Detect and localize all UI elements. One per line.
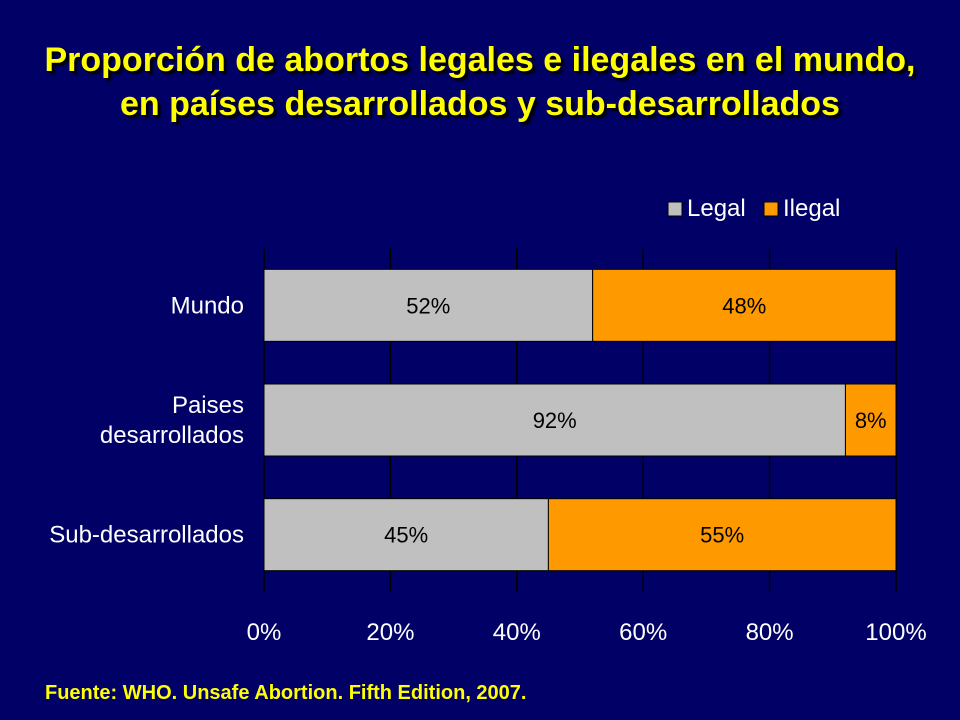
x-tick-label: 100% xyxy=(865,619,926,646)
x-tick-labels: 0% 20% 40% 60% 80% 100% xyxy=(247,619,927,646)
legend-swatch-legal xyxy=(667,201,683,217)
data-label: 55% xyxy=(700,523,744,548)
legend: Legal Ilegal xyxy=(667,195,840,222)
data-label: 45% xyxy=(384,523,428,548)
bar-ilegal xyxy=(592,268,897,342)
source-note: Fuente: WHO. Unsafe Abortion. Fifth Edit… xyxy=(45,682,527,704)
bar-legal xyxy=(263,498,549,572)
legend-label-ilegal: Ilegal xyxy=(783,195,840,222)
x-tick-label: 80% xyxy=(746,619,794,646)
x-tick-label: 0% xyxy=(247,619,282,646)
bar-legal xyxy=(263,268,594,342)
data-label: 8% xyxy=(855,408,887,433)
data-label: 52% xyxy=(406,293,450,318)
data-label: 92% xyxy=(533,408,577,433)
stacked-bar-chart: 52% 48% 92% 8% 45% 55% Mundo Paises desarrollad… xyxy=(49,195,927,646)
bar-ilegal xyxy=(547,498,897,572)
category-label: Paises desarrollados xyxy=(100,392,244,449)
legend-swatch-ilegal xyxy=(763,201,779,217)
legend-label-legal: Legal xyxy=(687,195,746,222)
category-labels: Mundo Paises desarrollados Sub-desarrollado… xyxy=(49,292,244,548)
x-tick-label: 40% xyxy=(493,619,541,646)
bar-legal xyxy=(263,383,846,457)
chart-title: Proporción de abortos legales e ilegales… xyxy=(44,41,916,123)
category-label: Mundo xyxy=(171,292,244,319)
bar-ilegal xyxy=(844,383,897,457)
bar-group: 52% 48% 92% 8% 45% 55% xyxy=(263,268,897,572)
category-label: Sub-desarrollados xyxy=(49,522,244,549)
data-label: 48% xyxy=(722,293,766,318)
x-tick-label: 60% xyxy=(619,619,667,646)
x-tick-label: 20% xyxy=(366,619,414,646)
